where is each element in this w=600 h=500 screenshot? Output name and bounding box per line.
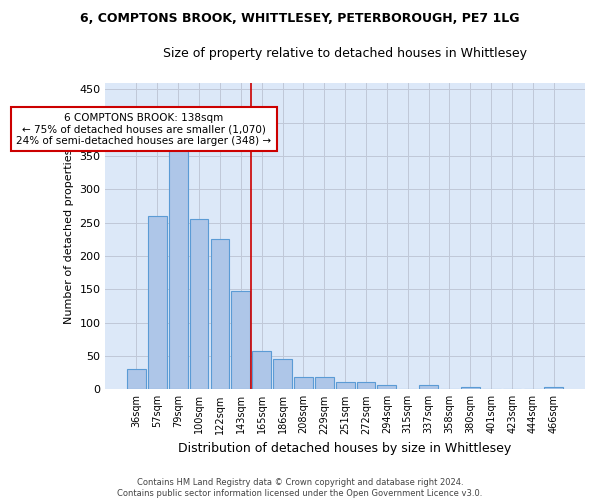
- Title: Size of property relative to detached houses in Whittlesey: Size of property relative to detached ho…: [163, 48, 527, 60]
- Bar: [273, 360, 292, 390]
- Bar: [190, 218, 208, 390]
- Bar: [169, 148, 188, 390]
- Bar: [544, 386, 563, 390]
- Bar: [294, 378, 313, 390]
- Bar: [461, 386, 480, 390]
- Text: 6 COMPTONS BROOK: 138sqm
← 75% of detached houses are smaller (1,070)
24% of sem: 6 COMPTONS BROOK: 138sqm ← 75% of detach…: [16, 112, 271, 146]
- Bar: [336, 382, 355, 390]
- Bar: [419, 386, 438, 390]
- Bar: [127, 368, 146, 390]
- Bar: [356, 382, 376, 390]
- Y-axis label: Number of detached properties: Number of detached properties: [64, 148, 74, 324]
- Bar: [377, 384, 396, 390]
- Bar: [148, 216, 167, 390]
- Bar: [211, 239, 229, 390]
- Bar: [252, 352, 271, 390]
- Bar: [315, 378, 334, 390]
- X-axis label: Distribution of detached houses by size in Whittlesey: Distribution of detached houses by size …: [178, 442, 512, 455]
- Bar: [232, 290, 250, 390]
- Text: Contains HM Land Registry data © Crown copyright and database right 2024.
Contai: Contains HM Land Registry data © Crown c…: [118, 478, 482, 498]
- Text: 6, COMPTONS BROOK, WHITTLESEY, PETERBOROUGH, PE7 1LG: 6, COMPTONS BROOK, WHITTLESEY, PETERBORO…: [80, 12, 520, 26]
